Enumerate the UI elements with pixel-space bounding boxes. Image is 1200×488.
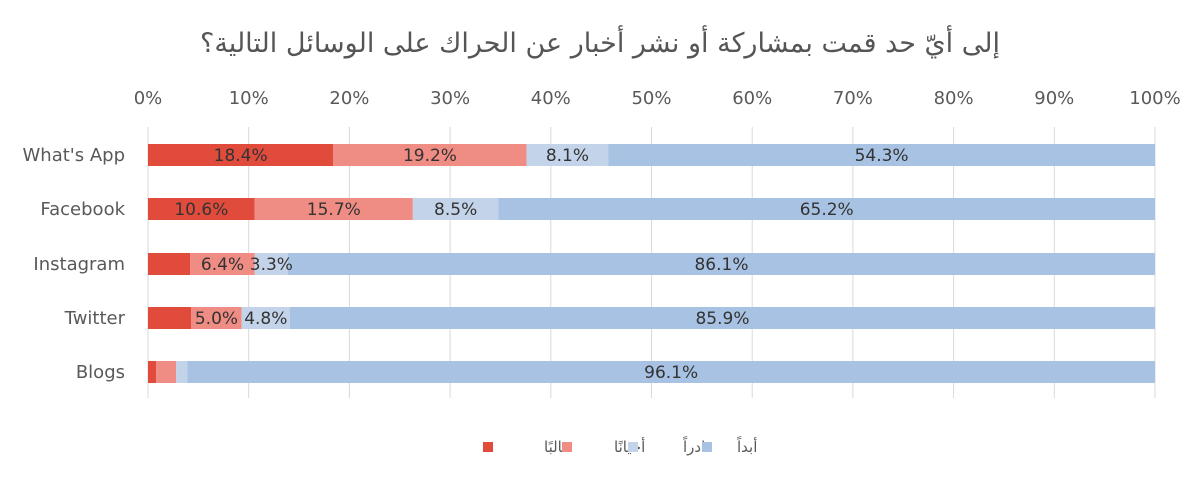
bar-segment (148, 144, 334, 166)
data-label: 85.9% (695, 309, 749, 329)
x-tick-label: 30% (430, 88, 470, 109)
x-tick-label: 10% (229, 88, 269, 109)
legend-swatch (702, 442, 712, 452)
chart-title: إلى أيّ حد قمت بمشاركة أو نشر أخبار عن ا… (200, 25, 1000, 59)
data-label: 8.1% (546, 146, 589, 166)
data-label: 54.3% (855, 146, 909, 166)
data-label: 65.2% (800, 200, 854, 220)
data-label: 18.4% (214, 146, 268, 166)
bar-segment (148, 361, 157, 383)
category-label: Blogs (76, 362, 125, 383)
bar-segment (148, 198, 255, 220)
category-labels: What's App Facebook Instagram Twitter Blogs (22, 145, 125, 383)
legend-swatch (628, 442, 638, 452)
x-tick-label: 0% (134, 88, 163, 109)
data-label: 86.1% (694, 255, 748, 275)
x-tick-label: 70% (833, 88, 873, 109)
category-label: Facebook (40, 199, 125, 220)
bar-segment (156, 361, 177, 383)
x-tick-label: 90% (1034, 88, 1074, 109)
bar-segment (608, 144, 1155, 166)
data-label: 8.5% (434, 200, 477, 220)
category-label: Instagram (33, 254, 125, 275)
data-labels: 18.4% 19.2% 8.1% 54.3% 10.6% 15.7% 8.5% 65.2% 6.… (174, 146, 908, 383)
data-label: 15.7% (307, 200, 361, 220)
bar-segment (254, 198, 413, 220)
x-axis-ticks: 0% 10% 20% 30% 40% 50% 60% 70% 80% 90% 100% (134, 88, 1181, 109)
category-label: What's App (22, 145, 125, 166)
data-label: 19.2% (403, 146, 457, 166)
legend-swatch (562, 442, 572, 452)
legend-label: أبداً (736, 436, 757, 456)
x-tick-label: 40% (531, 88, 571, 109)
legend-swatch (483, 442, 493, 452)
category-label: Twitter (64, 308, 126, 329)
bar-segment (191, 307, 242, 329)
bar-segment (190, 253, 255, 275)
bar-segment (148, 253, 191, 275)
bar-segment (254, 253, 288, 275)
bar-segment (333, 144, 527, 166)
bar-segment (176, 361, 188, 383)
bar-segment (241, 307, 290, 329)
x-tick-label: 50% (631, 88, 671, 109)
bar-segment (287, 253, 1155, 275)
bar-segment (148, 307, 192, 329)
bar-segment (289, 307, 1155, 329)
data-label: 96.1% (644, 363, 698, 383)
data-label: 5.0% (195, 309, 238, 329)
x-tick-label: 20% (329, 88, 369, 109)
bar-segment (498, 198, 1155, 220)
data-label: 4.8% (244, 309, 287, 329)
x-tick-label: 80% (934, 88, 974, 109)
bar-segment (526, 144, 609, 166)
data-label: 3.3% (250, 255, 293, 275)
x-tick-label: 60% (732, 88, 772, 109)
bar-segment (412, 198, 499, 220)
x-tick-label: 100% (1129, 88, 1180, 109)
data-label: 6.4% (201, 255, 244, 275)
bars (148, 144, 1155, 383)
bar-segment (187, 361, 1155, 383)
data-label: 10.6% (174, 200, 228, 220)
